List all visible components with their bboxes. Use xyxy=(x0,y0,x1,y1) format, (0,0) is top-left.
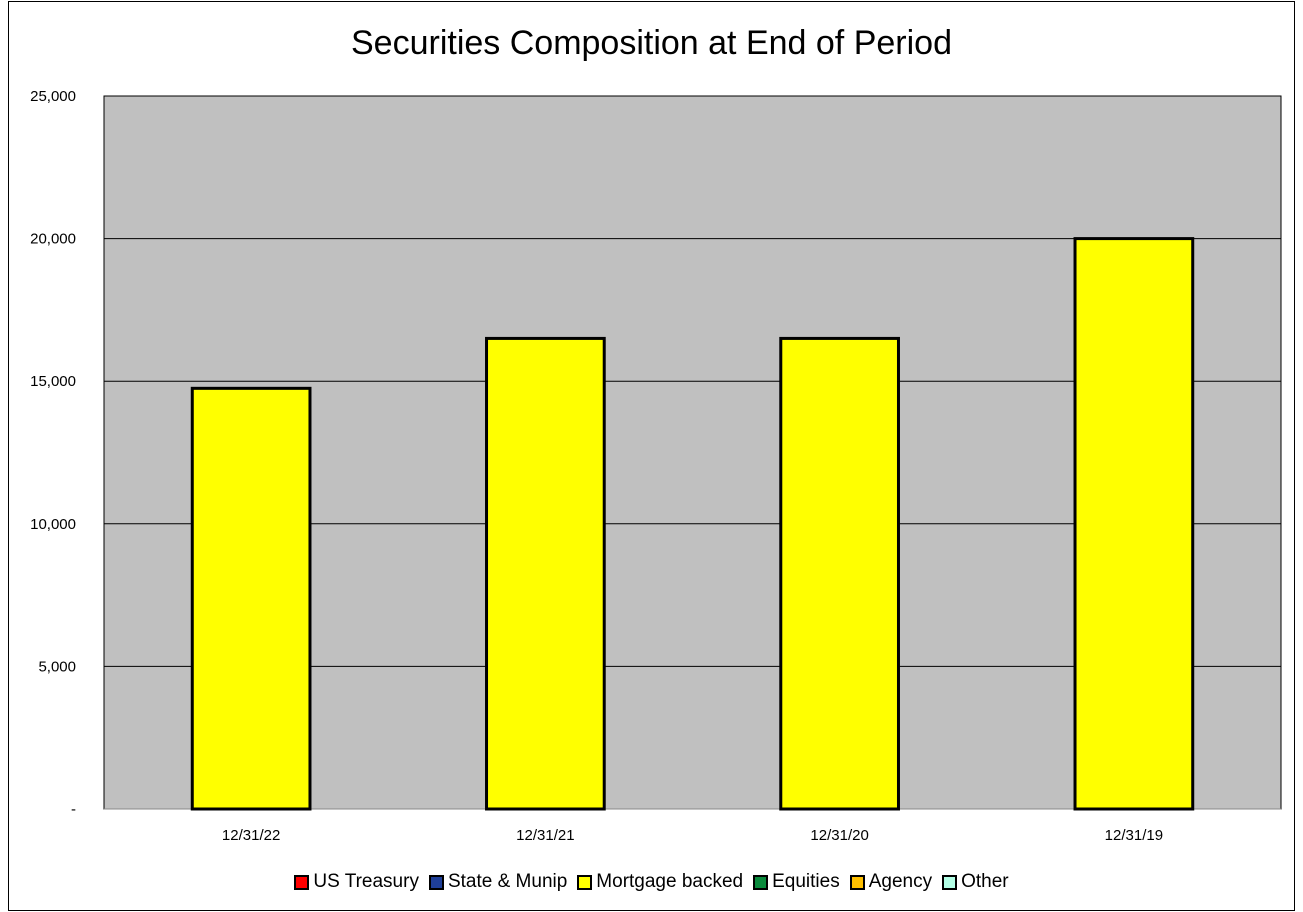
legend-swatch xyxy=(753,874,769,890)
legend-item: Agency xyxy=(849,871,933,893)
y-tick-label: 10,000 xyxy=(30,516,76,533)
legend-label: Other xyxy=(961,871,1009,892)
legend-label: Agency xyxy=(868,871,933,892)
y-tick-label: 15,000 xyxy=(30,373,76,390)
legend-swatch xyxy=(428,874,444,890)
y-tick-label: 25,000 xyxy=(30,88,76,105)
legend-item: US Treasury xyxy=(294,871,419,893)
chart-legend: US Treasury State & Munip Mortgage backed E… xyxy=(0,870,1303,894)
bar-mortgage-backed xyxy=(779,336,900,811)
bar-mortgage-backed xyxy=(485,336,606,811)
x-tick-label: 12/31/20 xyxy=(810,827,868,844)
legend-item: Other xyxy=(942,871,1009,893)
legend-swatch xyxy=(942,874,958,890)
x-tick-label: 12/31/19 xyxy=(1105,827,1163,844)
x-tick-label: 12/31/21 xyxy=(516,827,574,844)
y-tick-label: 20,000 xyxy=(30,231,76,248)
bar-mortgage-backed xyxy=(1073,237,1195,811)
legend-item: State & Munip xyxy=(428,871,568,893)
y-tick-label: 5,000 xyxy=(38,658,76,675)
legend-label: US Treasury xyxy=(313,871,419,892)
legend-swatch xyxy=(577,874,593,890)
legend-item: Equities xyxy=(753,871,840,893)
legend-label: State & Munip xyxy=(447,871,568,892)
legend-label: Mortgage backed xyxy=(596,871,744,892)
bar-mortgage-backed xyxy=(190,386,312,811)
y-tick-label: - xyxy=(71,801,76,818)
legend-swatch xyxy=(849,874,865,890)
legend-swatch xyxy=(294,874,310,890)
legend-label: Equities xyxy=(772,871,840,892)
x-tick-label: 12/31/22 xyxy=(222,827,280,844)
chart-title: Securities Composition at End of Period xyxy=(351,24,952,62)
legend-item: Mortgage backed xyxy=(577,871,743,893)
